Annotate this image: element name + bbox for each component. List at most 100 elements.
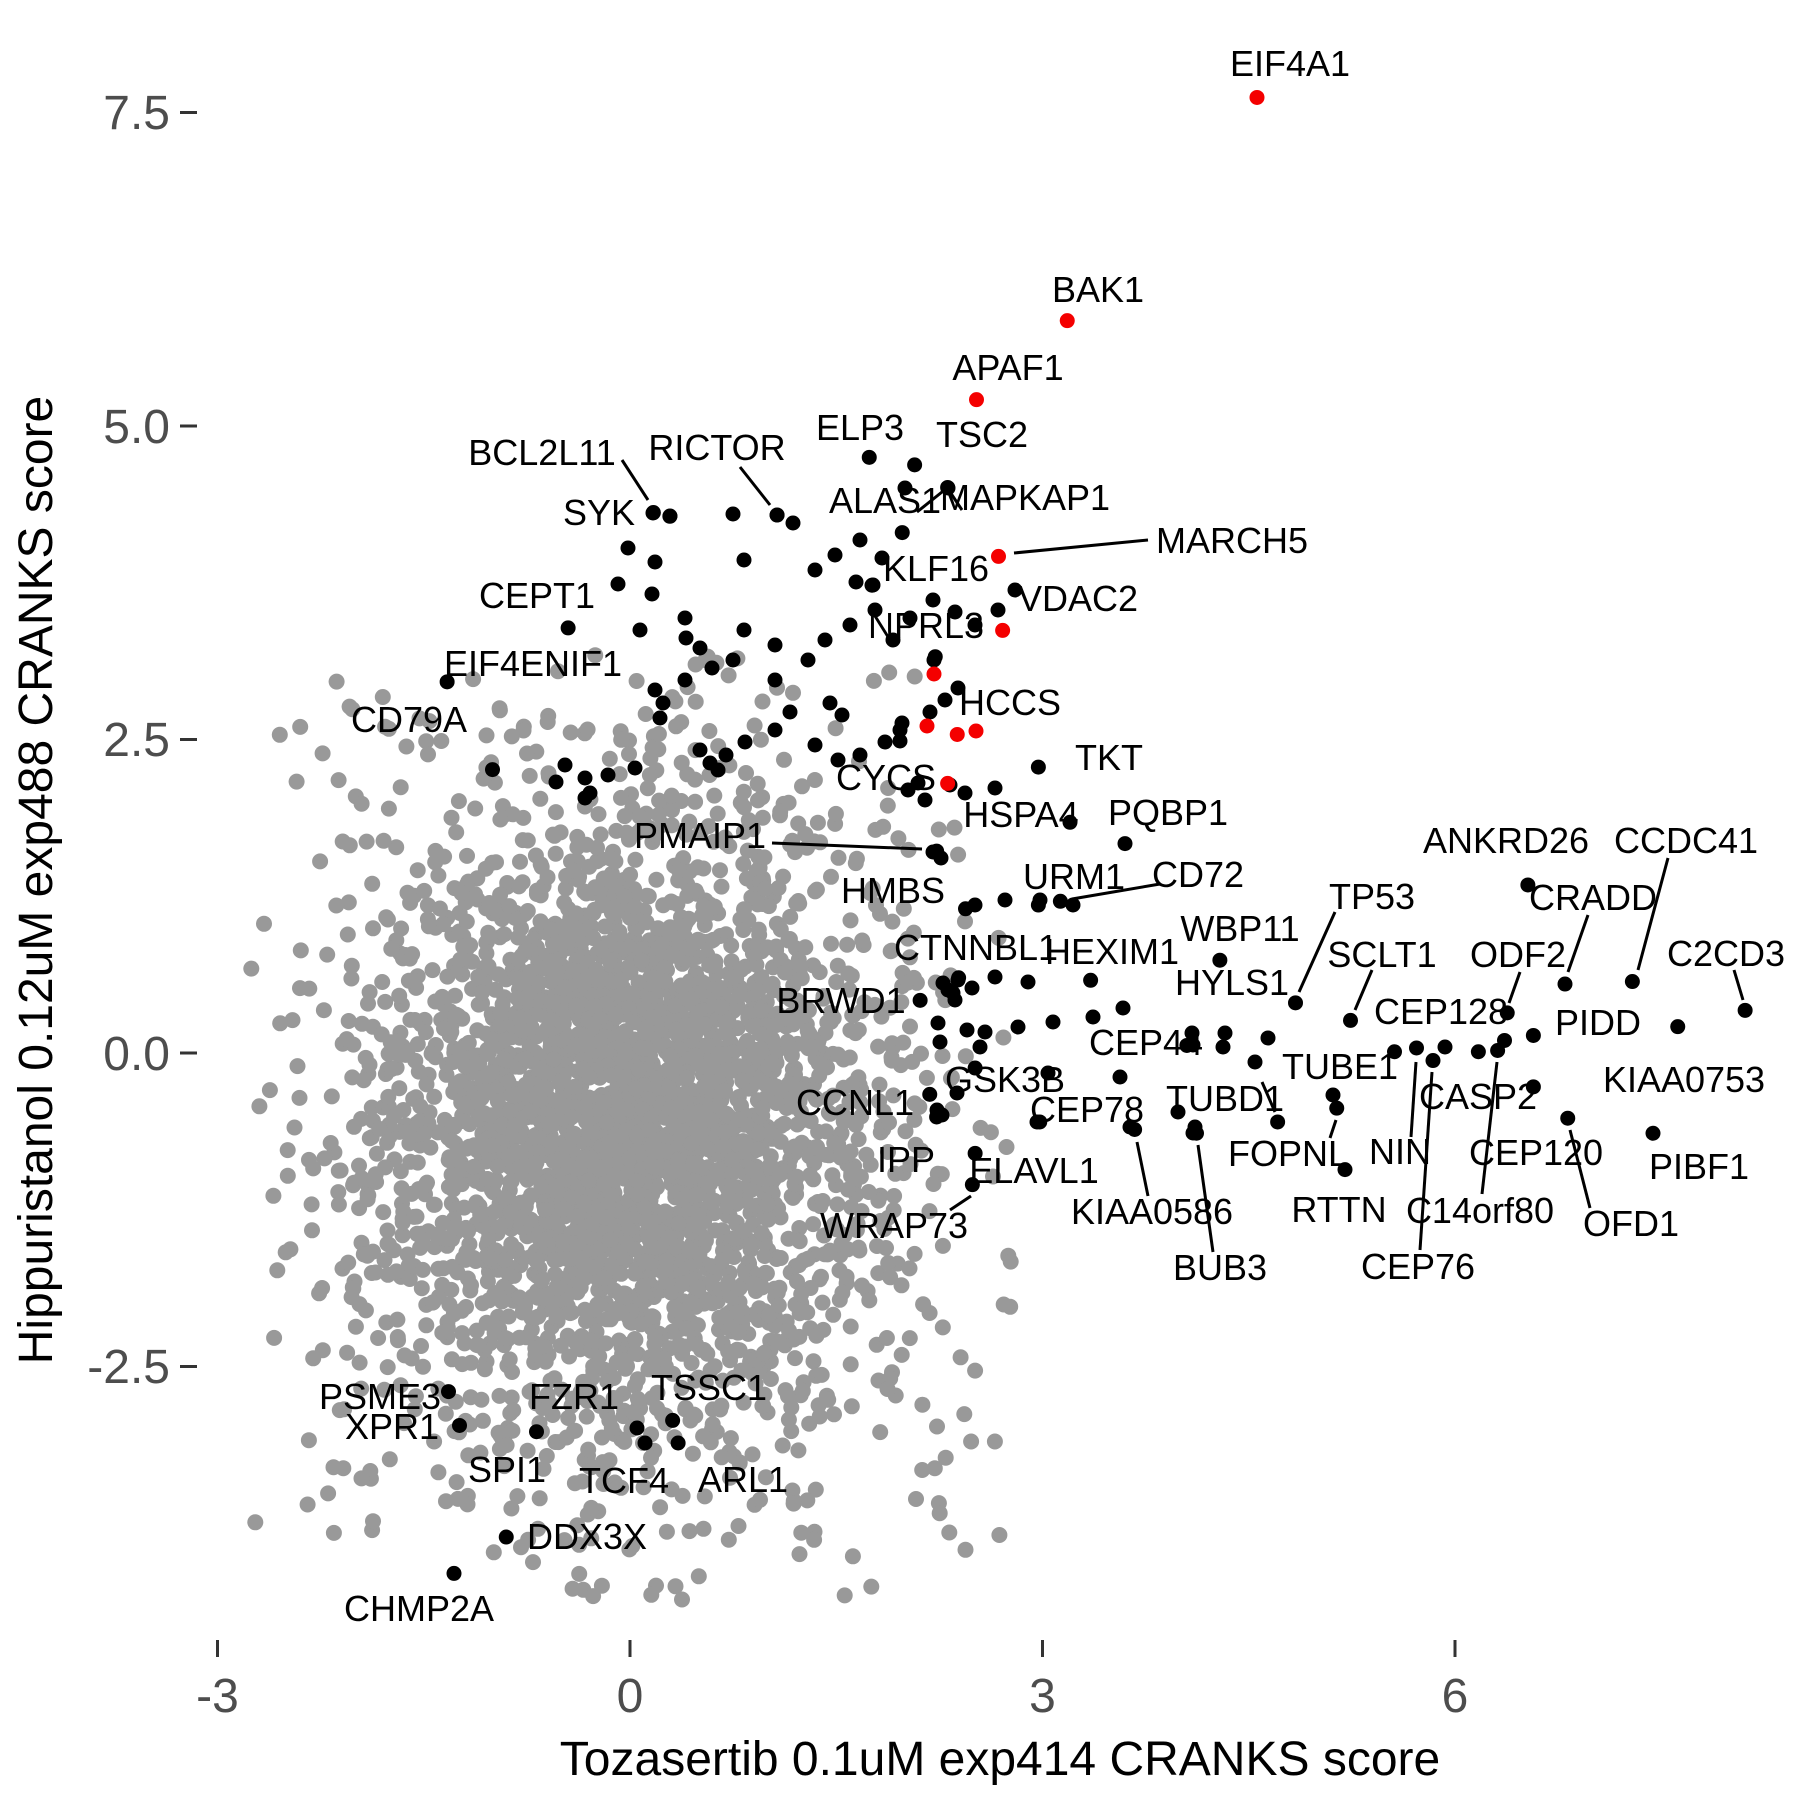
black-point [644, 586, 660, 602]
black-point [1437, 1039, 1453, 1055]
gray-point [742, 1182, 759, 1199]
gray-point [845, 1007, 862, 1024]
gray-point [503, 1236, 520, 1253]
gray-point [450, 793, 467, 810]
gray-point [418, 1076, 435, 1093]
gray-point [594, 1454, 611, 1471]
gray-point [394, 1227, 411, 1244]
gray-point [850, 1131, 867, 1148]
gray-point [915, 1296, 932, 1313]
gray-point [490, 1424, 507, 1441]
gray-point [830, 849, 847, 866]
gray-point [502, 1204, 519, 1221]
gray-point [887, 1165, 904, 1182]
gray-point [569, 1517, 586, 1534]
gray-point [413, 1280, 430, 1297]
gray-point [491, 1387, 508, 1404]
gray-point [772, 803, 789, 820]
data-point-ANKRD26 [1520, 877, 1536, 893]
gray-point [243, 960, 260, 977]
gray-point [807, 883, 824, 900]
black-point [647, 682, 663, 698]
gene-label-NIN: NIN [1369, 1131, 1431, 1172]
gene-label-ODF2: ODF2 [1470, 934, 1566, 975]
gray-point [535, 1460, 552, 1477]
gray-point [292, 942, 309, 959]
gray-point [639, 1213, 655, 1230]
data-point-WBP11 [1212, 952, 1228, 968]
gray-point [636, 1199, 653, 1216]
black-point [620, 540, 636, 556]
black-point [947, 604, 963, 620]
data-point-TKT [1030, 759, 1046, 775]
gray-point [282, 1241, 299, 1258]
gray-point [467, 800, 484, 817]
gray-point [448, 1474, 465, 1491]
gray-point [388, 1263, 405, 1280]
gray-point [458, 913, 475, 930]
gray-point [806, 772, 823, 788]
gray-point [476, 1361, 493, 1378]
gray-point [744, 1446, 761, 1463]
gray-point [527, 847, 544, 864]
gray-point [757, 1469, 774, 1486]
gray-point [603, 904, 620, 921]
gray-point [897, 1123, 914, 1140]
gray-point [368, 1145, 385, 1162]
gray-point [696, 1016, 712, 1033]
gray-point [703, 1074, 720, 1091]
gray-point [611, 1244, 628, 1261]
gray-point [331, 1402, 348, 1419]
black-point [767, 637, 783, 653]
gray-point [398, 738, 415, 755]
gray-point [650, 726, 667, 742]
gray-point [872, 1424, 889, 1441]
gray-point [870, 1038, 887, 1055]
gray-point [453, 885, 470, 902]
gene-label-KIAA0753: KIAA0753 [1603, 1059, 1765, 1100]
gray-point [808, 1091, 825, 1108]
data-point-IPP [929, 1109, 945, 1125]
gray-point [885, 1202, 902, 1219]
gray-point [565, 862, 582, 879]
gray-point [525, 1554, 541, 1571]
gray-point [433, 733, 450, 749]
black-point [678, 630, 694, 646]
gray-point [678, 826, 695, 843]
gray-point [537, 1080, 554, 1097]
gray-point [651, 792, 668, 809]
black-point [892, 733, 908, 749]
gray-point [578, 1028, 595, 1045]
gray-point [514, 1022, 531, 1039]
gray-point [643, 1586, 660, 1603]
gray-point [633, 821, 650, 838]
gray-point [826, 1406, 842, 1423]
gray-point [392, 1377, 409, 1394]
gray-point [713, 999, 730, 1016]
gray-point [443, 809, 460, 826]
gray-point [355, 1072, 372, 1089]
gray-point [681, 1523, 698, 1540]
gray-point [655, 897, 672, 914]
gray-point [449, 1264, 466, 1281]
gray-point [424, 962, 441, 979]
gray-point [689, 1279, 706, 1296]
leader-line-KIAA0586 [1135, 1141, 1150, 1197]
gray-point [557, 880, 574, 897]
gray-point [368, 1174, 385, 1190]
gray-point [629, 1173, 646, 1190]
black-point [677, 610, 693, 626]
data-point-SCLT1 [1343, 1012, 1358, 1028]
gray-point [750, 1125, 767, 1142]
leader-line-CCDC41 [1636, 857, 1670, 971]
gene-label-CEP120: CEP120 [1469, 1132, 1603, 1173]
gray-point [752, 731, 769, 748]
gray-point [901, 949, 918, 966]
gray-point [450, 1007, 467, 1024]
gray-point [359, 1191, 376, 1208]
gene-label-EIF4A1: EIF4A1 [1230, 43, 1350, 84]
gene-label-BCL2L11: BCL2L11 [468, 432, 615, 473]
gray-point [706, 787, 723, 804]
black-point [1325, 1087, 1341, 1103]
gray-point [416, 882, 433, 899]
